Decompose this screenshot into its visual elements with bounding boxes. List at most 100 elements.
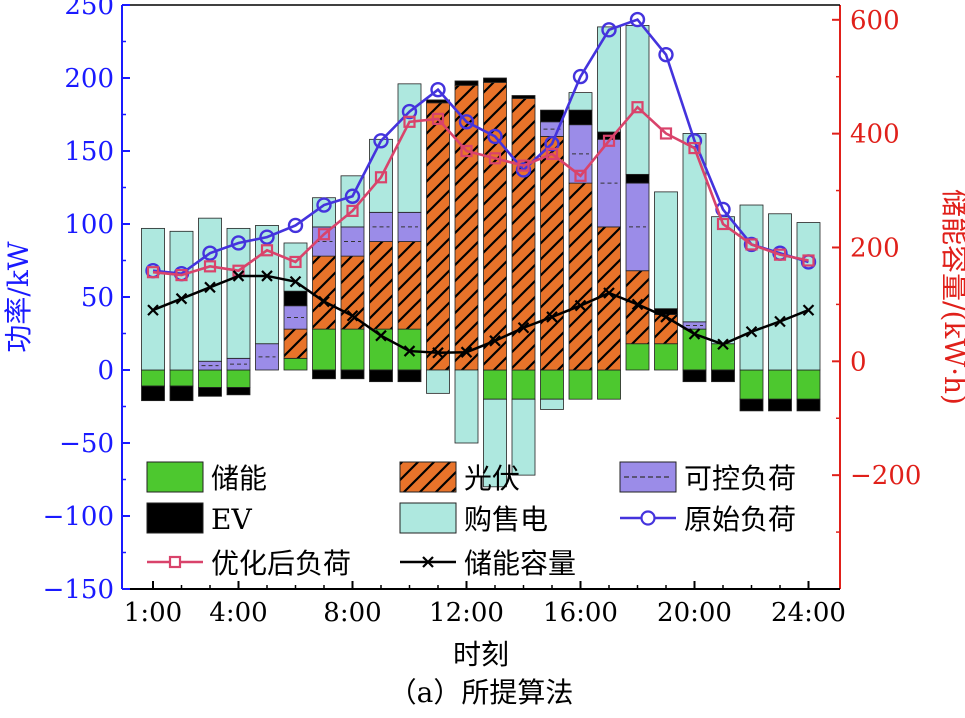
legend-label-controllable: 可控负荷 (684, 462, 796, 495)
marker-storage_capacity-23 (774, 315, 786, 328)
x-tick-label-4:00: 4:00 (209, 598, 267, 628)
marker-optimized_load-21 (716, 217, 730, 231)
marker-optimized_load-8 (346, 204, 359, 217)
marker-original_load-4 (230, 235, 247, 251)
y-tick-label-left--100: −100 (43, 502, 114, 532)
lines-layer (145, 11, 817, 359)
marker-optimized_load-9 (374, 171, 388, 184)
bar-storage-6 (283, 357, 308, 371)
marker-optimized_load-11 (431, 112, 445, 125)
bar-storage-19 (654, 343, 678, 371)
marker-original_load-22 (743, 236, 760, 253)
bar-pv-13 (483, 81, 507, 371)
bar-storage-13 (483, 369, 507, 400)
legend-label-grid: 购售电 (464, 503, 548, 536)
x-axis-title: 时刻 (453, 638, 509, 671)
bar-grid-21 (711, 216, 735, 345)
marker-optimized_load-7 (317, 228, 331, 241)
bar-storage-3 (198, 369, 222, 388)
marker-optimized_load-22 (745, 238, 758, 251)
marker-original_load-8 (344, 188, 361, 204)
marker-storage_capacity-13 (489, 335, 501, 347)
marker-original_load-17 (601, 22, 617, 38)
y-axis-title-left: 功率/kW (2, 241, 35, 352)
bar-ev-12 (454, 80, 479, 86)
marker-original_load-10 (401, 103, 418, 120)
line-storage_capacity (152, 274, 809, 355)
y-tick-label-left-50: 50 (81, 283, 114, 313)
bar-storage-1 (141, 369, 165, 387)
marker-optimized_load-5 (260, 244, 274, 257)
y-tick-label-left-0: 0 (97, 356, 114, 386)
bar-storage-17 (597, 369, 621, 400)
bar-pv-9 (369, 241, 393, 330)
legend-label-storage: 储能 (211, 462, 267, 495)
x-tick-label-24:00: 24:00 (771, 598, 846, 628)
legend-label-ev: EV (211, 503, 252, 536)
marker-optimized_load-20 (688, 141, 701, 155)
legend-item-optimized_load: 优化后负荷 (147, 547, 351, 580)
y-tick-label-left-200: 200 (64, 64, 114, 94)
bar-storage-16 (568, 369, 593, 400)
legend-label-pv: 光伏 (464, 462, 520, 495)
y-tick-label-left-100: 100 (64, 210, 114, 240)
marker-optimized_load-23 (773, 248, 787, 261)
marker-storage_capacity-24 (802, 304, 815, 316)
marker-optimized_load-19 (659, 127, 673, 140)
legend-item-ev: EV (146, 502, 252, 536)
bar-ev-14 (511, 95, 536, 99)
bar-storage-14 (511, 369, 536, 400)
marker-storage_capacity-17 (603, 287, 615, 299)
legend-marker-optimized_load (168, 555, 182, 569)
bar-ev-9 (369, 369, 393, 383)
marker-storage_capacity-5 (261, 270, 273, 282)
marker-storage_capacity-6 (289, 275, 302, 288)
marker-original_load-14 (515, 162, 532, 178)
y-tick-label-left--150: −150 (43, 575, 114, 605)
marker-storage_capacity-18 (631, 298, 644, 311)
marker-optimized_load-2 (175, 269, 188, 282)
bar-grid-12 (454, 369, 479, 444)
bar-grid-13 (483, 398, 507, 488)
bar-ev-3 (198, 387, 222, 397)
bar-pv-10 (397, 241, 422, 330)
marker-optimized_load-14 (517, 159, 530, 172)
marker-storage_capacity-8 (346, 310, 359, 322)
bar-ev-2 (169, 385, 194, 402)
marker-optimized_load-3 (203, 260, 217, 273)
marker-storage_capacity-7 (318, 295, 330, 308)
marker-storage_capacity-16 (574, 299, 587, 312)
axes-layer: −150 −100 −50 0 50 100 150 200 250 −200 0 200 400 600… (43, 0, 922, 628)
legend-swatch-pv (399, 461, 457, 493)
legend-item-grid: 购售电 (399, 502, 548, 536)
marker-original_load-13 (487, 128, 503, 145)
marker-original_load-5 (259, 229, 275, 245)
bar-storage-8 (340, 328, 365, 371)
y-tick-label-left--50: −50 (59, 429, 114, 459)
legend-swatch-storage (146, 461, 204, 493)
legend-marker-original_load (640, 510, 656, 526)
marker-optimized_load-16 (574, 169, 587, 182)
bar-pv-16 (568, 182, 593, 371)
marker-optimized_load-18 (631, 101, 644, 114)
bar-ev-18 (625, 173, 650, 184)
y-tick-label-right-200: 200 (850, 233, 900, 263)
bar-grid-17 (597, 26, 621, 133)
marker-storage_capacity-20 (688, 328, 701, 340)
marker-storage_capacity-10 (403, 345, 416, 357)
bar-storage-4 (226, 369, 251, 388)
marker-original_load-12 (458, 114, 475, 130)
marker-original_load-6 (287, 217, 304, 234)
bar-grid-23 (768, 213, 792, 371)
bar-grid-10 (397, 83, 422, 213)
bar-ev-21 (711, 369, 735, 383)
marker-storage_capacity-3 (204, 281, 216, 294)
marker-storage_capacity-21 (717, 338, 729, 351)
legend-label-original_load: 原始负荷 (684, 503, 796, 536)
bar-ev-23 (768, 398, 792, 412)
marker-storage_capacity-14 (517, 321, 530, 334)
marker-storage_capacity-19 (660, 311, 672, 323)
marker-optimized_load-6 (289, 255, 302, 269)
bar-pv-8 (340, 255, 365, 330)
